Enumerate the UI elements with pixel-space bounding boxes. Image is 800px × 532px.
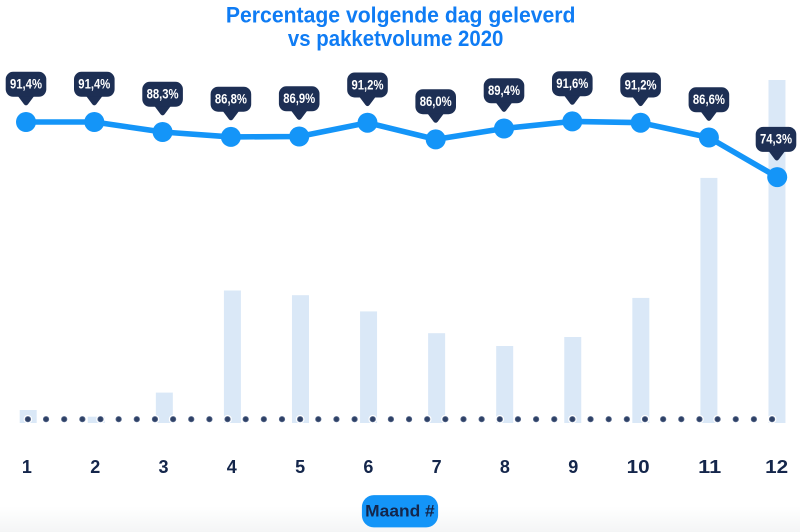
svg-text:11: 11 — [698, 457, 721, 477]
svg-text:1: 1 — [22, 457, 32, 477]
svg-text:7: 7 — [432, 457, 442, 477]
svg-text:8: 8 — [500, 457, 510, 477]
svg-text:91,6%: 91,6% — [556, 75, 588, 91]
svg-text:vs pakketvolume 2020: vs pakketvolume 2020 — [288, 26, 504, 51]
svg-text:10: 10 — [627, 457, 650, 477]
svg-text:4: 4 — [227, 457, 237, 477]
svg-text:89,4%: 89,4% — [488, 82, 520, 98]
svg-text:74,3%: 74,3% — [760, 131, 792, 147]
svg-text:91,4%: 91,4% — [78, 76, 110, 92]
svg-text:86,9%: 86,9% — [283, 90, 315, 106]
svg-text:12: 12 — [765, 457, 788, 477]
svg-text:88,3%: 88,3% — [147, 86, 179, 102]
svg-text:91,4%: 91,4% — [10, 76, 42, 92]
svg-text:9: 9 — [568, 457, 578, 477]
svg-text:86,8%: 86,8% — [215, 91, 247, 107]
svg-text:3: 3 — [158, 457, 168, 477]
svg-text:91,2%: 91,2% — [352, 76, 384, 92]
svg-text:6: 6 — [363, 457, 373, 477]
svg-text:Maand #: Maand # — [365, 502, 435, 521]
svg-text:91,2%: 91,2% — [625, 76, 657, 92]
svg-text:2: 2 — [90, 457, 100, 477]
svg-text:86,6%: 86,6% — [693, 91, 725, 107]
svg-text:5: 5 — [295, 457, 305, 477]
svg-text:86,0%: 86,0% — [420, 93, 452, 109]
svg-text:Percentage volgende dag geleve: Percentage volgende dag geleverd — [226, 3, 576, 28]
